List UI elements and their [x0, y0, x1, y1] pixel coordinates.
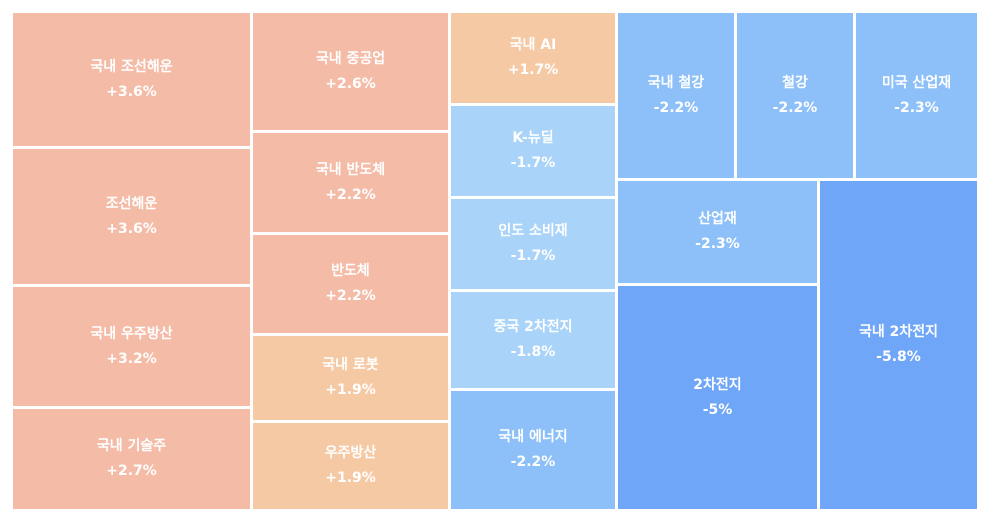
- tile-value: -5.8%: [876, 349, 921, 365]
- tile-name: 조선해운: [105, 195, 158, 212]
- treemap-tile[interactable]: 산업재 -2.3%: [617, 180, 818, 284]
- treemap-tile[interactable]: 국내 에너지 -2.2%: [450, 390, 616, 510]
- tile-value: -2.2%: [772, 99, 818, 116]
- treemap-tile[interactable]: 국내 철강 -2.2%: [617, 12, 735, 179]
- tile-value: -5%: [702, 401, 733, 418]
- tile-name: 국내 AI: [509, 37, 557, 53]
- tile-name: 국내 로봇: [322, 357, 379, 373]
- tile-value: -2.2%: [510, 454, 556, 470]
- tile-name: K-뉴딜: [512, 130, 554, 146]
- tile-value: +3.6%: [106, 220, 157, 237]
- treemap-tile[interactable]: 반도체 +2.2%: [252, 234, 449, 334]
- tile-name: 2차전지: [693, 376, 742, 393]
- treemap-tile[interactable]: 국내 기술주 +2.7%: [12, 408, 251, 510]
- tile-value: -1.7%: [510, 155, 556, 171]
- tile-name: 반도체: [331, 263, 370, 279]
- tile-name: 인도 소비재: [498, 223, 568, 239]
- treemap-tile[interactable]: 국내 중공업 +2.6%: [252, 12, 449, 131]
- treemap-tile[interactable]: 국내 AI +1.7%: [450, 12, 616, 104]
- tile-name: 국내 중공업: [315, 50, 386, 67]
- tile-name: 산업재: [698, 211, 737, 227]
- treemap-tile[interactable]: 철강 -2.2%: [736, 12, 854, 179]
- treemap-tile[interactable]: 중국 2차전지 -1.8%: [450, 291, 616, 389]
- tile-value: +2.6%: [325, 75, 376, 92]
- tile-name: 미국 산업재: [881, 74, 952, 91]
- tile-value: +2.7%: [106, 463, 157, 479]
- tile-value: +3.6%: [106, 83, 157, 100]
- tile-name: 국내 에너지: [498, 429, 568, 445]
- tile-value: +1.9%: [325, 470, 376, 486]
- treemap-tile[interactable]: 미국 산업재 -2.3%: [855, 12, 978, 179]
- treemap-tile[interactable]: 국내 로봇 +1.9%: [252, 335, 449, 421]
- tile-value: -2.2%: [653, 99, 699, 116]
- tile-name: 국내 철강: [647, 74, 705, 91]
- tile-value: -1.7%: [510, 248, 556, 264]
- treemap-tile[interactable]: 국내 반도체 +2.2%: [252, 132, 449, 233]
- tile-value: +2.2%: [325, 186, 376, 203]
- tile-name: 우주방산: [324, 445, 377, 461]
- tile-name: 중국 2차전지: [493, 319, 573, 335]
- tile-name: 국내 반도체: [315, 161, 386, 178]
- tile-value: -2.3%: [695, 236, 740, 252]
- tile-value: +3.2%: [106, 350, 157, 367]
- treemap-tile[interactable]: 인도 소비재 -1.7%: [450, 198, 616, 290]
- tile-value: +1.9%: [325, 382, 376, 398]
- tile-name: 국내 2차전지: [858, 324, 938, 340]
- treemap-tile[interactable]: 국내 2차전지 -5.8%: [819, 180, 978, 510]
- tile-value: -2.3%: [894, 99, 939, 116]
- tile-name: 국내 조선해운: [90, 58, 173, 75]
- tile-value: -1.8%: [510, 344, 556, 360]
- treemap-tile[interactable]: 2차전지 -5%: [617, 285, 818, 510]
- tile-value: +2.2%: [325, 288, 376, 304]
- treemap-tile[interactable]: 우주방산 +1.9%: [252, 422, 449, 510]
- treemap-tile[interactable]: 국내 우주방산 +3.2%: [12, 286, 251, 407]
- treemap-tile[interactable]: K-뉴딜 -1.7%: [450, 105, 616, 197]
- treemap-tile[interactable]: 국내 조선해운 +3.6%: [12, 12, 251, 147]
- tile-name: 철강: [782, 74, 808, 91]
- treemap-tile[interactable]: 조선해운 +3.6%: [12, 148, 251, 285]
- tile-value: +1.7%: [507, 62, 559, 78]
- tile-name: 국내 우주방산: [90, 325, 173, 342]
- tile-name: 국내 기술주: [96, 438, 167, 454]
